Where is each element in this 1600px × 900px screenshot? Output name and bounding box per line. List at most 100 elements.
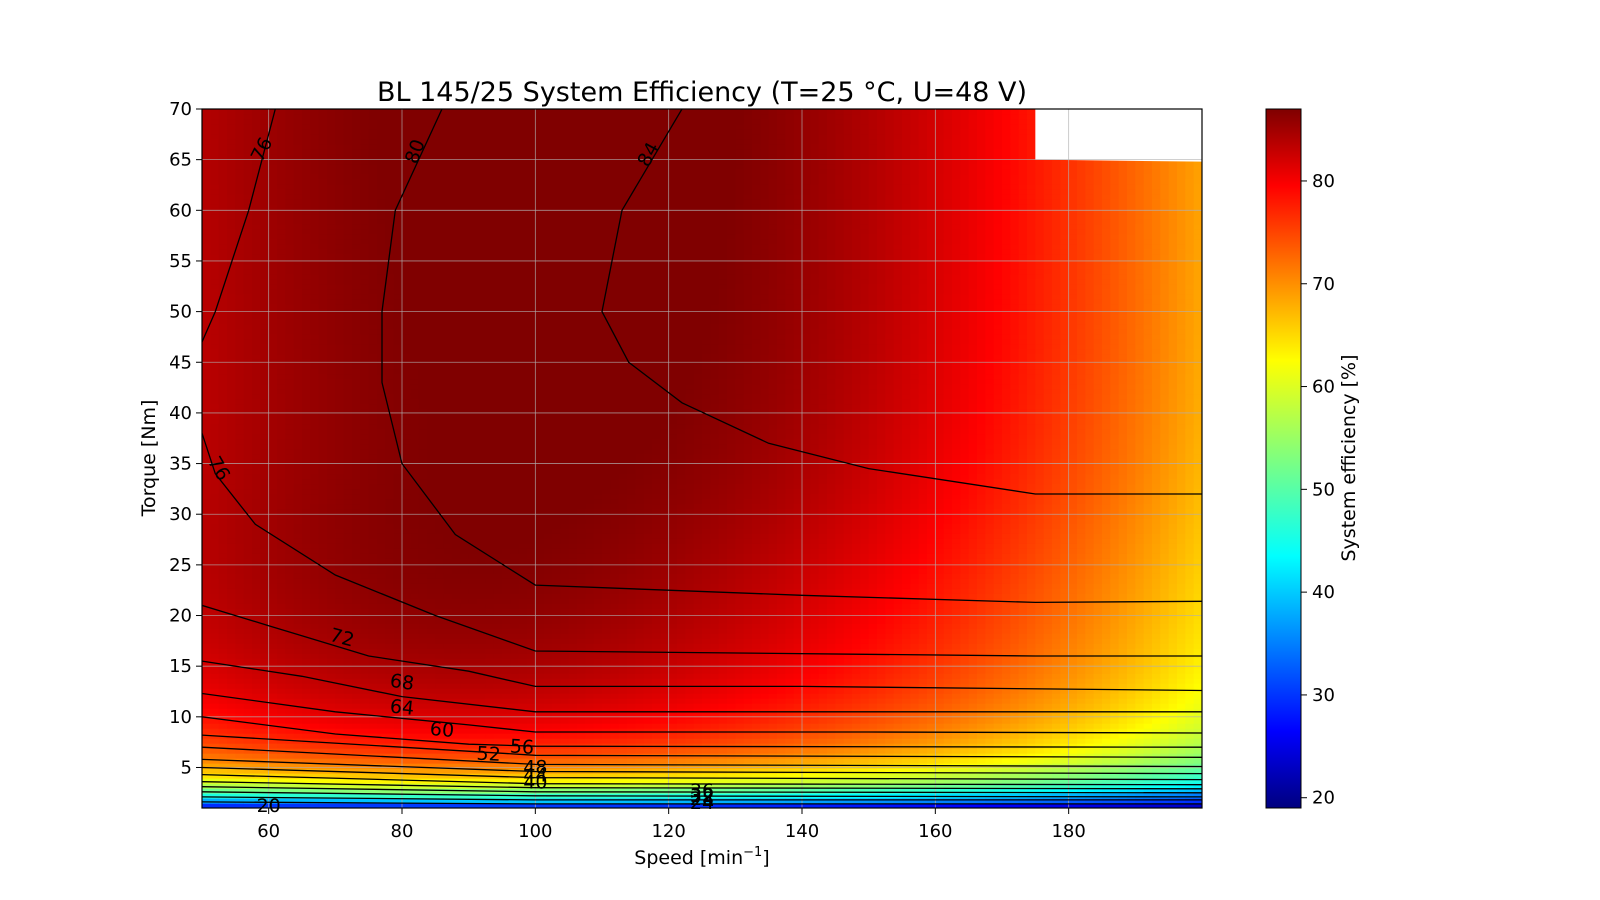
surface-cell [352, 793, 361, 799]
surface-cell [277, 648, 286, 654]
surface-cell [260, 743, 270, 749]
surface-cell [377, 603, 386, 609]
surface-cell [352, 233, 361, 240]
surface-cell [327, 738, 336, 744]
surface-cell [485, 508, 495, 515]
surface-cell [477, 613, 486, 619]
surface-cell [352, 508, 361, 515]
surface-cell [310, 503, 320, 510]
surface-cell [235, 118, 245, 125]
surface-cell [252, 418, 261, 425]
surface-cell [252, 658, 261, 664]
surface-cell [443, 158, 453, 165]
surface-cell [227, 443, 236, 450]
surface-cell [377, 518, 386, 524]
surface-cell [418, 228, 428, 235]
surface-cell [493, 353, 503, 360]
surface-cell [468, 408, 478, 415]
surface-cell [252, 478, 261, 485]
surface-cell [368, 143, 378, 150]
surface-cell [402, 423, 411, 430]
surface-cell [368, 378, 378, 385]
surface-cell [210, 183, 220, 190]
surface-cell [260, 238, 270, 245]
surface-cell [260, 543, 270, 549]
surface-cell [452, 578, 461, 584]
surface-cell [368, 603, 378, 609]
surface-cell [327, 113, 336, 120]
surface-cell [360, 353, 370, 360]
surface-cell [202, 433, 211, 440]
surface-cell [402, 588, 411, 594]
surface-cell [293, 178, 303, 185]
surface-cell [393, 488, 403, 495]
surface-cell [310, 243, 320, 250]
surface-cell [210, 283, 220, 290]
surface-cell [243, 583, 253, 589]
surface-cell [485, 198, 495, 205]
surface-cell [343, 593, 353, 599]
surface-cell [410, 318, 420, 325]
surface-cell [377, 738, 386, 744]
surface-cell [468, 568, 478, 574]
surface-cell [260, 793, 270, 799]
surface-cell [427, 773, 436, 779]
surface-cell [318, 503, 328, 510]
surface-cell [227, 683, 236, 689]
surface-cell [218, 363, 228, 370]
surface-cell [343, 438, 353, 445]
surface-cell [343, 613, 353, 619]
surface-cell [235, 738, 245, 744]
surface-cell [218, 293, 228, 300]
surface-cell [477, 358, 486, 365]
surface-cell [235, 478, 245, 485]
surface-cell [343, 128, 353, 135]
surface-cell [427, 198, 436, 205]
surface-cell [318, 638, 328, 644]
surface-cell [393, 703, 403, 709]
surface-cell [410, 283, 420, 290]
surface-cell [352, 123, 361, 130]
surface-cell [410, 428, 420, 435]
surface-cell [302, 623, 311, 629]
surface-cell [468, 798, 478, 804]
surface-cell [452, 738, 461, 744]
surface-cell [277, 363, 286, 370]
surface-cell [410, 568, 420, 574]
surface-cell [435, 658, 445, 664]
surface-cell [443, 223, 453, 230]
surface-cell [477, 163, 486, 170]
surface-cell [277, 143, 286, 150]
surface-cell [402, 578, 411, 584]
surface-cell [268, 728, 278, 734]
surface-cell [260, 428, 270, 435]
surface-cell [452, 488, 461, 495]
surface-cell [352, 138, 361, 145]
surface-cell [377, 388, 386, 395]
surface-cell [227, 313, 236, 320]
surface-cell [285, 623, 295, 629]
surface-cell [452, 643, 461, 649]
surface-cell [318, 598, 328, 604]
surface-cell [385, 738, 395, 744]
surface-cell [210, 523, 220, 529]
surface-cell [235, 353, 245, 360]
surface-cell [318, 483, 328, 490]
surface-cell [218, 593, 228, 599]
surface-cell [452, 778, 461, 784]
surface-cell [452, 178, 461, 185]
surface-cell [260, 568, 270, 574]
surface-cell [302, 183, 311, 190]
surface-cell [493, 413, 503, 420]
surface-cell [377, 583, 386, 589]
surface-cell [210, 298, 220, 305]
surface-cell [443, 653, 453, 659]
surface-cell [377, 758, 386, 764]
surface-cell [243, 473, 253, 480]
surface-cell [477, 568, 486, 574]
surface-cell [360, 643, 370, 649]
surface-cell [477, 433, 486, 440]
surface-cell [235, 133, 245, 140]
surface-cell [443, 598, 453, 604]
surface-cell [410, 198, 420, 205]
